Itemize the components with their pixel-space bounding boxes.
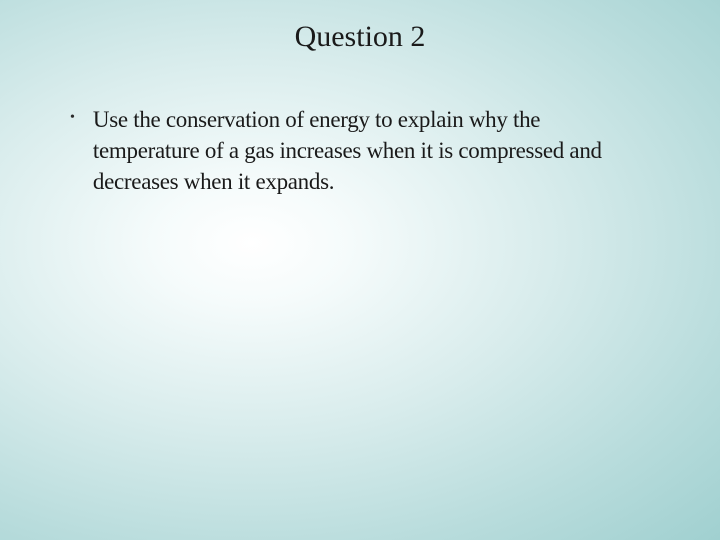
bullet-text: Use the conservation of energy to explai… <box>93 104 650 197</box>
slide-content: • Use the conservation of energy to expl… <box>0 54 720 197</box>
slide-title: Question 2 <box>0 0 720 54</box>
bullet-marker: • <box>70 110 75 126</box>
bullet-item: • Use the conservation of energy to expl… <box>70 104 650 197</box>
